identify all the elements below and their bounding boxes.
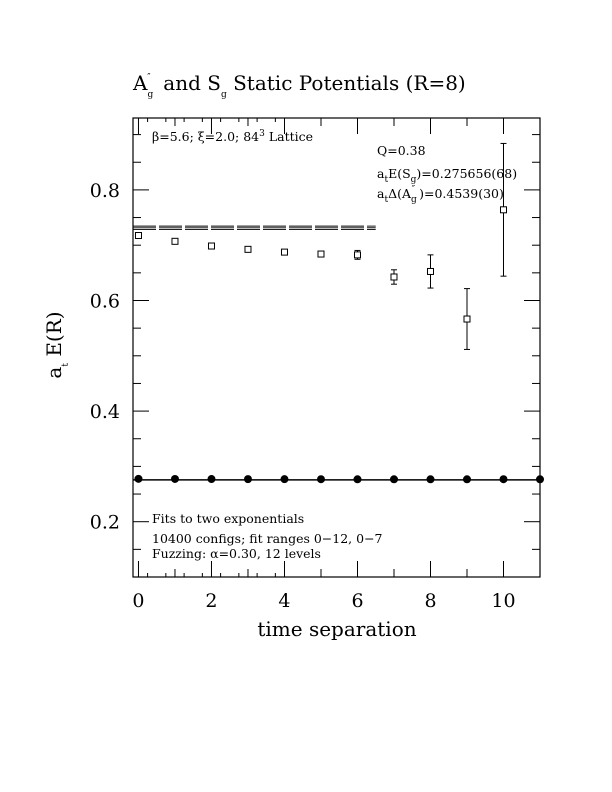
- gap-annotation: atΔ(Ag″ )=0.4539(30): [377, 185, 504, 205]
- excited-state-point: [390, 273, 398, 281]
- ground-state-point: [207, 475, 216, 484]
- ground-state-point: [426, 475, 435, 484]
- fit-description: Fits to two exponentials: [152, 511, 304, 526]
- excited-state-point: [244, 245, 252, 253]
- plot-frame: [132, 117, 541, 578]
- ground-state-point: [243, 475, 252, 484]
- axis-ticks: [133, 118, 541, 577]
- excited-state-point: [463, 315, 471, 323]
- x-axis-label: time separation: [257, 617, 416, 641]
- y-tick-label: 0.4: [90, 401, 120, 423]
- excited-state-point: [317, 250, 325, 258]
- excited-state-point: [280, 248, 288, 256]
- excited-state-point: [171, 237, 179, 245]
- y-tick-label: 0.2: [90, 512, 120, 534]
- chart-title: Ag″ and Sg Static Potentials (R=8): [132, 71, 466, 100]
- ground-state-point: [462, 475, 471, 484]
- data-marks: [134, 142, 544, 484]
- fuzzing-description: Fuzzing: α=0.30, 12 levels: [152, 546, 321, 561]
- excited-state-point: [426, 267, 434, 275]
- ground-state-point: [389, 475, 398, 484]
- x-tick-label: 0: [132, 590, 144, 612]
- ground-state-point: [280, 475, 289, 484]
- q-annotation: Q=0.38: [377, 143, 426, 158]
- ground-state-point: [499, 475, 508, 484]
- fit-bands: [133, 225, 540, 481]
- ground-state-point: [316, 475, 325, 484]
- ground-state-point: [170, 474, 179, 483]
- ground-state-point: [134, 474, 143, 483]
- excited-state-point: [353, 251, 361, 259]
- ground-state-point: [536, 475, 544, 484]
- x-tick-label: 6: [351, 590, 363, 612]
- ground-state-point: [353, 475, 362, 484]
- excited-state-point: [134, 232, 142, 240]
- excited-state-point: [499, 206, 507, 214]
- energy-annotation: atE(Sg)=0.275656(68): [377, 166, 517, 185]
- y-axis-label: at E(R): [42, 311, 71, 378]
- x-tick-label: 8: [424, 590, 436, 612]
- config-description: 10400 configs; fit ranges 0−12, 0−7: [152, 531, 383, 546]
- x-tick-label: 4: [278, 590, 290, 612]
- x-tick-label: 10: [491, 590, 515, 612]
- y-tick-label: 0.8: [90, 180, 120, 202]
- x-tick-label: 2: [205, 590, 217, 612]
- excited-state-point: [207, 242, 215, 250]
- y-tick-label: 0.6: [90, 290, 120, 312]
- lattice-annotation: β=5.6; ξ=2.0; 843 Lattice: [152, 129, 313, 144]
- y-tick-labels: 0.2 0.4 0.6 0.8: [90, 180, 120, 534]
- x-tick-labels: 0 2 4 6 8 10: [132, 590, 515, 612]
